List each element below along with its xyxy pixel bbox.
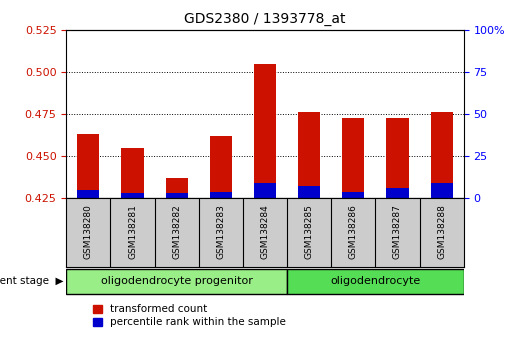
Bar <box>121 193 144 198</box>
Bar <box>342 118 364 198</box>
Text: GSM138283: GSM138283 <box>216 204 225 259</box>
Bar <box>210 192 232 198</box>
Text: oligodendrocyte progenitor: oligodendrocyte progenitor <box>101 276 253 286</box>
Bar <box>430 113 453 198</box>
Text: GSM138287: GSM138287 <box>393 204 402 259</box>
Bar <box>342 192 364 198</box>
FancyBboxPatch shape <box>287 269 464 294</box>
Bar <box>386 188 409 198</box>
Bar <box>210 136 232 198</box>
Bar <box>165 178 188 198</box>
Bar <box>77 190 99 198</box>
Text: GDS2380 / 1393778_at: GDS2380 / 1393778_at <box>184 12 346 27</box>
Bar <box>254 183 276 198</box>
Text: GSM138281: GSM138281 <box>128 204 137 259</box>
Legend: transformed count, percentile rank within the sample: transformed count, percentile rank withi… <box>93 304 286 327</box>
Bar <box>386 118 409 198</box>
Bar <box>430 183 453 198</box>
Text: oligodendrocyte: oligodendrocyte <box>330 276 420 286</box>
Bar <box>77 134 99 198</box>
Bar <box>165 193 188 198</box>
Text: GSM138286: GSM138286 <box>349 204 358 259</box>
Text: GSM138288: GSM138288 <box>437 204 446 259</box>
Text: GSM138284: GSM138284 <box>261 204 269 258</box>
Text: GSM138285: GSM138285 <box>305 204 314 259</box>
FancyBboxPatch shape <box>66 269 287 294</box>
Text: development stage  ▶: development stage ▶ <box>0 276 64 286</box>
Bar <box>298 113 320 198</box>
Text: GSM138282: GSM138282 <box>172 204 181 258</box>
Bar <box>298 187 320 198</box>
Text: GSM138280: GSM138280 <box>84 204 93 259</box>
Bar <box>121 148 144 198</box>
Bar <box>254 64 276 198</box>
